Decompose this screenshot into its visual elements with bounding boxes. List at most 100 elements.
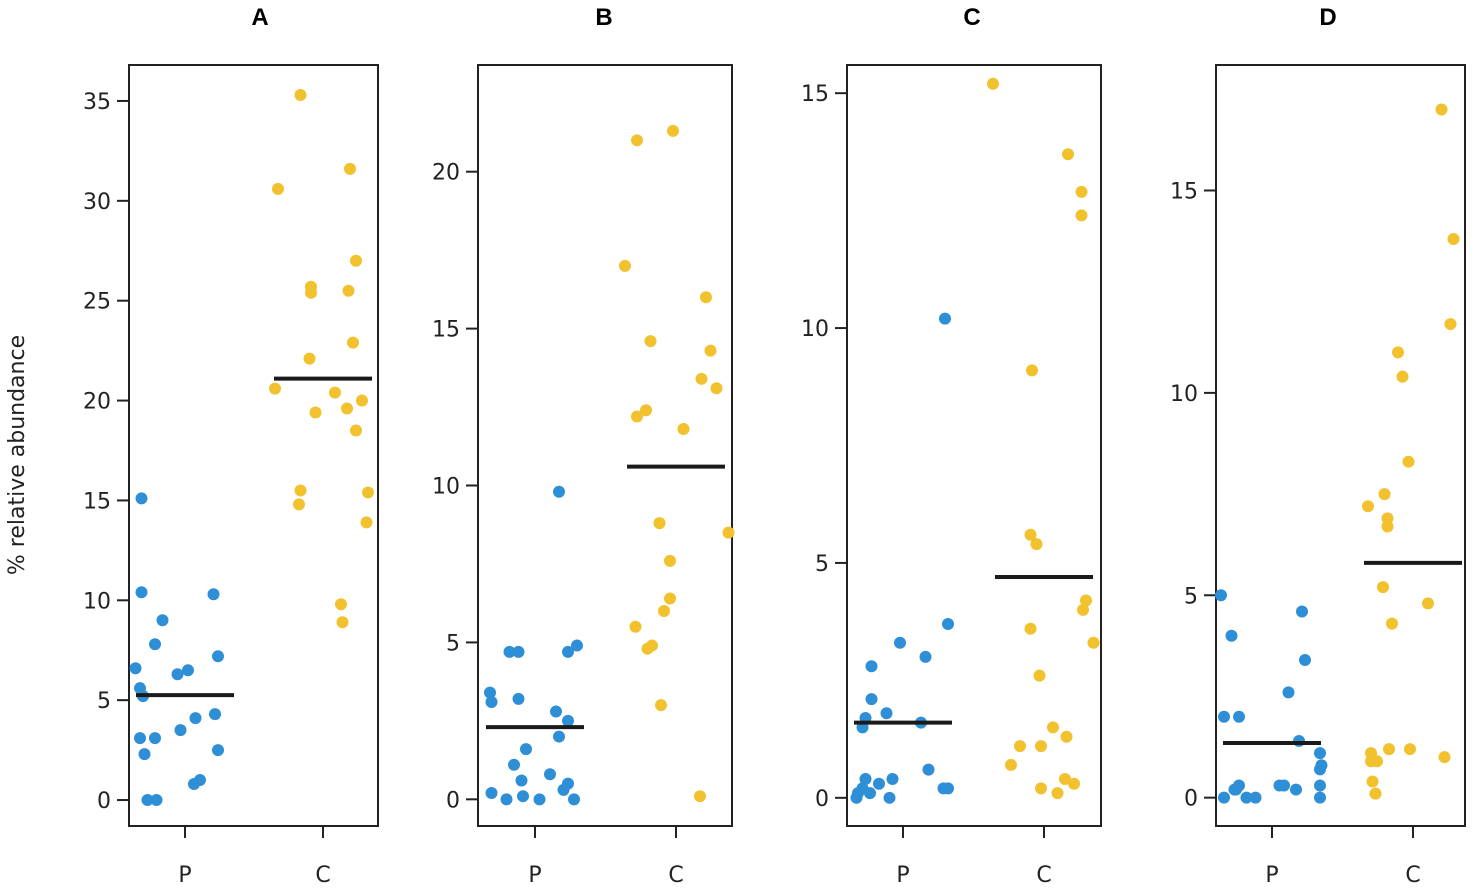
point-a-c-13 — [309, 406, 322, 419]
point-c-p-3 — [919, 650, 932, 663]
point-b-p-8 — [550, 705, 562, 718]
point-b-c-3 — [700, 291, 712, 304]
point-a-c-1 — [344, 162, 356, 175]
point-b-c-10 — [677, 423, 690, 436]
x-tick-label-b-p: P — [528, 863, 541, 888]
point-b-p-11 — [520, 743, 532, 756]
point-d-p-0 — [1215, 589, 1227, 602]
point-c-p-18 — [942, 782, 954, 795]
y-tick-label-d-0: 0 — [1184, 787, 1198, 812]
point-b-p-14 — [515, 774, 528, 787]
plot-frame-a — [128, 64, 379, 827]
point-a-c-18 — [360, 516, 373, 529]
point-b-c-15 — [658, 605, 670, 618]
plot-frame-b — [477, 64, 733, 827]
point-b-c-7 — [710, 382, 723, 395]
point-d-c-0 — [1435, 103, 1448, 116]
point-b-p-16 — [485, 787, 498, 800]
point-d-c-18 — [1438, 751, 1451, 764]
point-c-p-19 — [850, 791, 863, 804]
point-a-c-3 — [350, 254, 362, 267]
point-b-c-5 — [704, 344, 717, 357]
point-b-p-12 — [508, 758, 520, 771]
y-tick-label-a-30: 30 — [83, 190, 111, 215]
point-d-c-5 — [1402, 455, 1415, 468]
point-c-c-19 — [1035, 782, 1047, 795]
y-tick-label-b-15: 15 — [432, 318, 460, 343]
point-b-c-13 — [664, 554, 676, 567]
point-d-c-15 — [1365, 755, 1377, 768]
point-b-c-12 — [722, 526, 735, 539]
point-d-c-19 — [1366, 775, 1379, 788]
y-tick-label-b-20: 20 — [432, 161, 460, 186]
point-c-c-8 — [1077, 603, 1089, 616]
y-tick-label-a-20: 20 — [83, 390, 111, 415]
point-b-c-14 — [664, 592, 676, 605]
point-a-c-14 — [350, 424, 362, 437]
point-b-p-10 — [553, 730, 565, 743]
point-a-p-3 — [149, 638, 161, 651]
x-tick-label-d-c: C — [1405, 863, 1420, 888]
y-tick-label-c-0: 0 — [815, 787, 829, 812]
point-c-c-6 — [1030, 538, 1043, 551]
point-b-p-7 — [512, 692, 525, 705]
point-d-p-18 — [1218, 791, 1230, 804]
point-b-p-6 — [485, 696, 498, 709]
point-a-p-14 — [134, 732, 146, 745]
point-c-c-7 — [1080, 594, 1092, 607]
point-d-c-6 — [1378, 488, 1391, 501]
point-d-c-11 — [1422, 597, 1434, 610]
point-a-c-12 — [341, 402, 353, 415]
point-c-c-16 — [1005, 758, 1017, 771]
y-tick-label-c-10: 10 — [801, 317, 829, 342]
point-b-c-16 — [629, 620, 642, 633]
y-tick-label-b-10: 10 — [432, 475, 460, 500]
point-d-p-6 — [1233, 710, 1245, 723]
point-a-p-19 — [188, 778, 200, 791]
point-d-p-13 — [1314, 779, 1326, 792]
point-a-p-11 — [209, 708, 221, 721]
x-tick-label-a-c: C — [315, 863, 330, 888]
y-tick-label-a-25: 25 — [83, 290, 111, 315]
point-d-p-20 — [1249, 791, 1262, 804]
point-d-p-1 — [1296, 605, 1308, 618]
point-a-c-20 — [336, 616, 349, 629]
x-tick-label-c-p: P — [896, 863, 909, 888]
point-d-p-4 — [1282, 686, 1295, 699]
point-d-c-12 — [1386, 617, 1398, 630]
y-tick-label-a-35: 35 — [83, 90, 111, 115]
point-c-c-11 — [1033, 669, 1046, 682]
point-b-c-19 — [655, 699, 667, 712]
point-a-p-7 — [182, 664, 194, 677]
point-a-c-7 — [347, 336, 359, 349]
point-d-p-2 — [1225, 629, 1238, 642]
point-a-p-13 — [174, 724, 187, 737]
point-d-p-17 — [1290, 783, 1302, 796]
panel-d: D 0 5 10 15 P C — [1170, 4, 1466, 888]
point-a-c-10 — [329, 386, 341, 399]
point-c-c-3 — [1075, 209, 1088, 222]
panel-title-d: D — [1319, 4, 1336, 31]
point-d-p-8 — [1314, 747, 1326, 760]
point-d-c-3 — [1392, 346, 1404, 359]
point-a-p-8 — [171, 668, 184, 681]
point-a-c-5 — [305, 286, 317, 299]
x-tick-label-b-c: C — [668, 863, 683, 888]
panel-title-c: C — [963, 4, 980, 31]
point-a-c-8 — [303, 352, 316, 365]
point-a-p-5 — [212, 650, 224, 663]
point-d-c-16 — [1383, 743, 1395, 756]
point-b-p-9 — [562, 714, 574, 727]
point-c-c-12 — [1047, 721, 1059, 734]
point-d-p-19 — [1240, 791, 1253, 804]
point-c-c-5 — [1024, 528, 1037, 541]
point-b-p-19 — [500, 793, 513, 806]
y-tick-label-d-10: 10 — [1170, 382, 1198, 407]
point-c-c-14 — [1014, 740, 1026, 753]
y-tick-label-b-0: 0 — [446, 788, 460, 813]
y-tick-label-d-5: 5 — [1184, 584, 1198, 609]
panel-title-a: A — [251, 4, 268, 31]
point-b-c-6 — [695, 372, 708, 385]
point-c-c-9 — [1024, 622, 1037, 635]
point-a-p-2 — [156, 614, 169, 627]
